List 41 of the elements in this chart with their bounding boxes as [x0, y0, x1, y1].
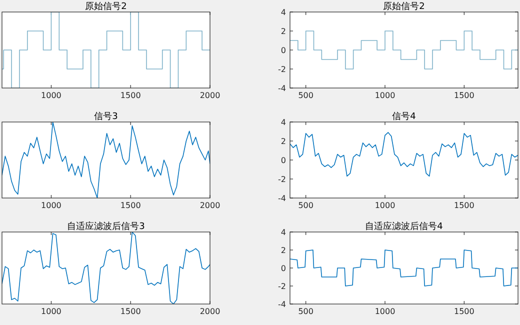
y-tick-label: 0: [280, 46, 286, 55]
chart-title: 原始信号2: [85, 1, 127, 12]
y-tick-label: 0: [280, 156, 286, 165]
y-tick-label: 4: [280, 228, 286, 237]
x-tick-label: 1500: [454, 201, 474, 210]
x-tick-label: 1000: [374, 201, 396, 210]
y-tick-label: -2: [278, 175, 286, 184]
y-tick-label: -4: [278, 84, 286, 93]
chart-title: 自适应滤波后信号4: [365, 221, 444, 232]
x-tick-label: 2000: [200, 201, 220, 210]
chart-title: 信号4: [392, 111, 416, 122]
y-tick-label: -4: [278, 300, 286, 309]
y-tick-label: -2: [278, 282, 286, 291]
y-tick-label: 4: [280, 118, 286, 127]
x-tick-label: 1000: [41, 307, 62, 316]
x-tick-label: 2000: [200, 307, 220, 316]
x-tick-label: 500: [298, 307, 314, 316]
x-tick-label: 2000: [200, 91, 220, 100]
y-tick-label: 2: [280, 246, 286, 255]
x-tick-label: 1000: [41, 91, 62, 100]
x-tick-label: 1000: [374, 91, 396, 100]
chart-title: 原始信号2: [383, 1, 425, 12]
line-series: [290, 250, 518, 286]
y-tick-label: 2: [280, 27, 286, 36]
x-tick-label: 1500: [120, 307, 141, 316]
y-tick-label: -2: [278, 65, 286, 74]
x-tick-label: 500: [298, 91, 314, 100]
x-tick-label: 1500: [454, 307, 474, 316]
x-tick-label: 500: [298, 201, 314, 210]
x-tick-label: 1000: [41, 201, 62, 210]
y-tick-label: 0: [280, 264, 286, 273]
y-tick-label: 2: [280, 137, 286, 146]
x-tick-label: 1500: [454, 91, 474, 100]
line-series: [290, 132, 518, 177]
x-tick-label: 1500: [120, 201, 141, 210]
y-tick-label: -4: [278, 194, 286, 203]
y-tick-label: 4: [280, 8, 286, 17]
chart-title: 信号3: [94, 111, 118, 122]
x-tick-label: 1500: [120, 91, 141, 100]
chart-title: 自适应滤波后信号3: [67, 221, 145, 232]
x-tick-label: 1000: [374, 307, 396, 316]
